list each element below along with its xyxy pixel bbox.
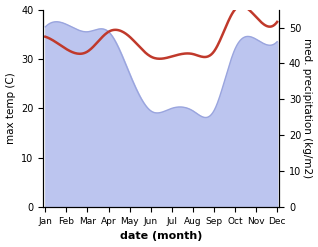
Y-axis label: max temp (C): max temp (C) [5, 72, 16, 144]
Y-axis label: med. precipitation (kg/m2): med. precipitation (kg/m2) [302, 38, 313, 178]
X-axis label: date (month): date (month) [120, 231, 203, 242]
